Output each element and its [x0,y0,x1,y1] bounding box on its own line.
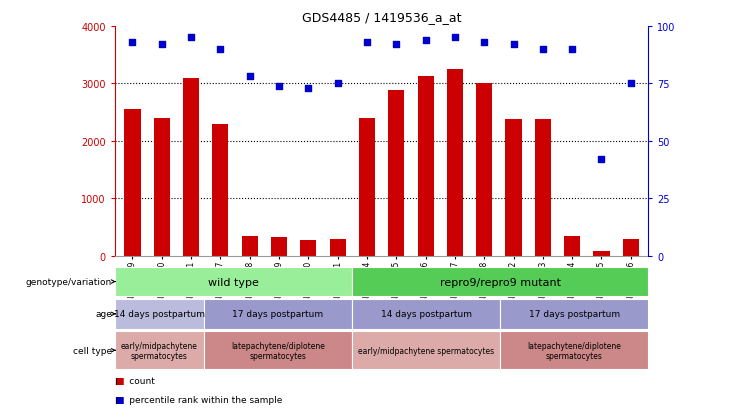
Bar [622,240,639,256]
Bar [204,332,352,369]
Bar [204,299,352,329]
Point [478,40,490,46]
Bar [271,238,287,256]
Text: cell type: cell type [73,346,112,355]
Bar [417,77,433,256]
Bar [213,124,228,256]
Text: genotype/variation: genotype/variation [26,278,112,286]
Point [625,81,637,88]
Text: 14 days postpartum: 14 days postpartum [381,310,471,318]
Bar [115,267,352,297]
Text: ■  count: ■ count [115,376,155,385]
Point [156,42,167,48]
Bar [115,332,204,369]
Text: latepachytene/diplotene
spermatocytes: latepachytene/diplotene spermatocytes [231,341,325,360]
Text: latepachytene/diplotene
spermatocytes: latepachytene/diplotene spermatocytes [528,341,621,360]
Point [596,157,608,163]
Text: ■  percentile rank within the sample: ■ percentile rank within the sample [115,395,282,404]
Title: GDS4485 / 1419536_a_at: GDS4485 / 1419536_a_at [302,11,462,24]
Point [419,37,431,44]
Point [566,47,578,53]
Text: age: age [96,310,112,318]
Bar [115,299,204,329]
Bar [352,332,500,369]
Bar [300,241,316,256]
Bar [505,120,522,256]
Text: 17 days postpartum: 17 days postpartum [233,310,323,318]
Text: early/midpachytene spermatocytes: early/midpachytene spermatocytes [358,346,494,355]
Point [185,35,197,42]
Text: ■: ■ [115,395,123,404]
Text: 17 days postpartum: 17 days postpartum [529,310,619,318]
Point [127,40,139,46]
Bar [500,299,648,329]
Text: early/midpachytene
spermatocytes: early/midpachytene spermatocytes [121,341,198,360]
Bar [535,120,551,256]
Bar [359,119,375,256]
Point [361,40,373,46]
Point [449,35,461,42]
Point [273,83,285,90]
Point [332,81,344,88]
Point [508,42,519,48]
Bar [500,332,648,369]
Bar [564,237,580,256]
Bar [476,84,492,256]
Text: repro9/repro9 mutant: repro9/repro9 mutant [439,277,561,287]
Bar [242,236,258,256]
Point [391,42,402,48]
Text: wild type: wild type [208,277,259,287]
Point [537,47,549,53]
Bar [352,299,500,329]
Point [214,47,226,53]
Bar [183,78,199,256]
Bar [594,251,610,256]
Bar [153,119,170,256]
Bar [388,91,405,256]
Text: ■: ■ [115,376,123,385]
Bar [447,70,463,256]
Point [302,85,314,92]
Bar [330,240,346,256]
Point [244,74,256,81]
Bar [352,267,648,297]
Bar [124,109,141,256]
Text: 14 days postpartum: 14 days postpartum [114,310,205,318]
